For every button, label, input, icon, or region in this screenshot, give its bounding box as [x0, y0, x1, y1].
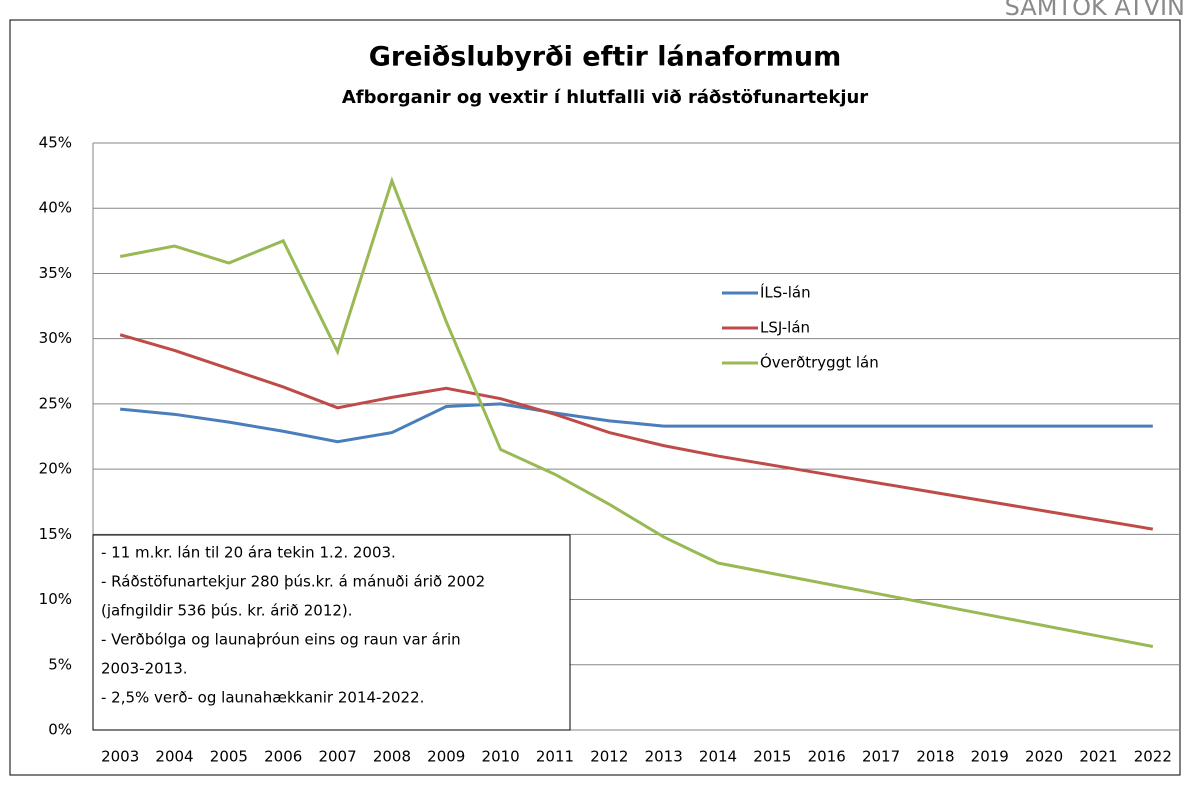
x-tick-label: 2020	[1025, 748, 1063, 766]
y-tick-label: 45%	[39, 134, 72, 152]
x-tick-label: 2009	[427, 748, 465, 766]
x-tick-label: 2015	[753, 748, 791, 766]
y-tick-label: 0%	[48, 721, 72, 739]
x-tick-label: 2018	[916, 748, 954, 766]
chart-subtitle: Afborganir og vextir í hlutfalli við ráð…	[342, 87, 868, 108]
y-tick-label: 40%	[39, 199, 72, 217]
logo: SAMTÖK ATVIN	[1005, 0, 1185, 21]
annotation-line: 2003-2013.	[101, 660, 188, 678]
x-tick-label: 2022	[1134, 748, 1172, 766]
x-tick-label: 2006	[264, 748, 302, 766]
x-tick-label: 2017	[862, 748, 900, 766]
x-tick-label: 2014	[699, 748, 737, 766]
legend-label: LSJ-lán	[760, 319, 810, 337]
y-tick-label: 30%	[39, 329, 72, 347]
series-line	[119, 176, 1154, 648]
x-tick-label: 2013	[645, 748, 683, 766]
x-tick-label: 2008	[373, 748, 411, 766]
y-tick-label: 5%	[48, 655, 72, 673]
y-tick-label: 25%	[39, 394, 72, 412]
x-tick-label: 2016	[808, 748, 846, 766]
legend-label: Óverðtryggt lán	[760, 353, 879, 372]
x-tick-label: 2007	[318, 748, 356, 766]
y-tick-label: 15%	[39, 525, 72, 543]
x-tick-label: 2019	[971, 748, 1009, 766]
x-tick-label: 2004	[155, 748, 193, 766]
y-tick-label: 20%	[39, 460, 72, 478]
series-line	[119, 333, 1154, 531]
x-tick-label: 2011	[536, 748, 574, 766]
x-tick-label: 2005	[210, 748, 248, 766]
annotation-line: - Ráðstöfunartekjur 280 þús.kr. á mánuði…	[101, 573, 485, 591]
annotation-line: - Verðbólga og launaþróun eins og raun v…	[101, 631, 461, 649]
x-tick-label: 2012	[590, 748, 628, 766]
annotation-line: (jafngildir 536 þús. kr. árið 2012).	[101, 602, 353, 620]
legend-label: ÍLS-lán	[760, 283, 811, 302]
y-tick-label: 35%	[39, 264, 72, 282]
y-tick-label: 10%	[39, 590, 72, 608]
x-tick-label: 2010	[482, 748, 520, 766]
x-tick-label: 2021	[1079, 748, 1117, 766]
series-line	[120, 402, 1153, 444]
x-tick-label: 2003	[101, 748, 139, 766]
annotation-box	[92, 534, 571, 731]
annotation-line: - 2,5% verð- og launahækkanir 2014-2022.	[101, 689, 424, 707]
chart-title: Greiðslubyrði eftir lánaformum	[369, 42, 842, 73]
annotation-line: - 11 m.kr. lán til 20 ára tekin 1.2. 200…	[101, 544, 396, 562]
